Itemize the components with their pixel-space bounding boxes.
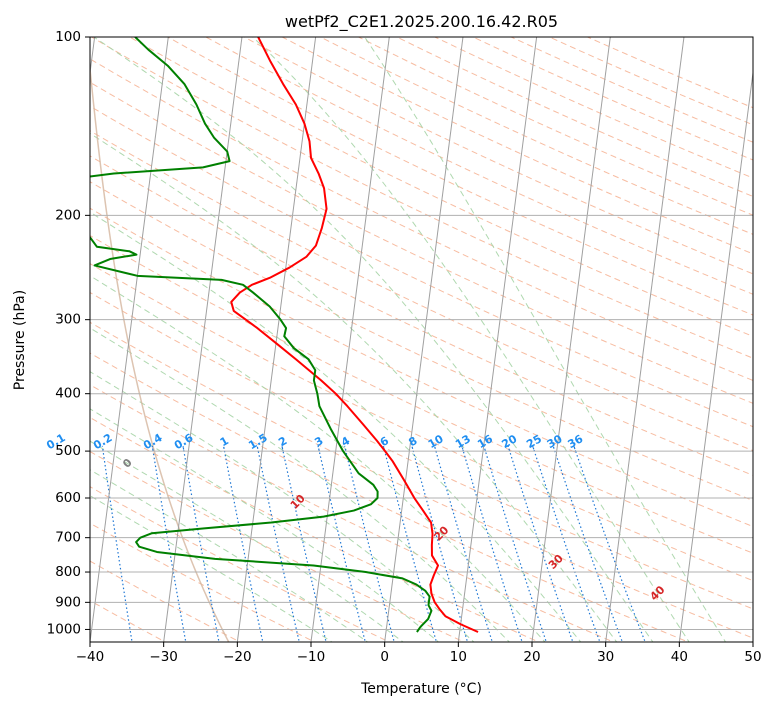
isotherm-line	[457, 37, 538, 642]
x-tick-label: −20	[223, 649, 252, 665]
moist-adiabat-line	[364, 37, 727, 642]
dry-adiabat-line	[90, 155, 753, 476]
dry-adiabat-line	[128, 37, 753, 337]
chart-title: wetPf2_C2E1.2025.200.16.42.R05	[285, 12, 558, 32]
plot-background	[90, 37, 753, 642]
series-layer	[90, 37, 479, 633]
isotherm-line	[236, 37, 317, 642]
y-tick-label: 300	[55, 312, 81, 328]
mixing-ratio-line	[281, 445, 327, 642]
y-axis-label: Pressure (hPa)	[12, 290, 28, 390]
isotherm-line	[90, 37, 169, 642]
y-tick-label: 600	[55, 490, 81, 506]
dewpoint-line	[90, 37, 433, 633]
isotherm-line	[531, 37, 611, 642]
moist-adiabat-line	[90, 408, 440, 642]
tick-layer: −40 −30 −20 −10 0 10 20 30 40 50 100 200 300 400 500 60…	[47, 29, 762, 665]
y-tick-label: 200	[55, 207, 81, 223]
dry-adiabat-line	[90, 384, 615, 642]
dry-adiabat-line	[90, 291, 753, 610]
temperature-line	[230, 37, 479, 633]
dry-adiabat-line	[204, 37, 753, 295]
x-axis-label: Temperature (°C)	[360, 681, 482, 697]
mixing-ratio-line	[151, 445, 187, 642]
mixing-ratio-line	[222, 445, 264, 642]
dry-adiabat-line	[90, 81, 753, 404]
x-tick-label: −10	[297, 649, 326, 665]
y-tick-label: 100	[55, 29, 81, 45]
mixing-ratio-line	[256, 445, 300, 642]
y-tick-label: 1000	[47, 621, 81, 637]
mixing-ratio-line	[101, 445, 133, 642]
mixing-ratio-line	[483, 445, 547, 642]
x-tick-label: 40	[671, 649, 688, 665]
isotherm-line	[163, 37, 243, 642]
x-tick-label: 30	[597, 649, 614, 665]
y-tick-label: 500	[55, 443, 81, 459]
x-tick-label: −30	[149, 649, 178, 665]
y-tick-label: 700	[55, 530, 81, 546]
mixing-ratio-line	[461, 445, 523, 642]
x-tick-label: 50	[744, 649, 761, 665]
dry-adiabat-line	[90, 234, 753, 554]
mixing-ratio-line	[382, 445, 438, 642]
dry-adiabat-line	[90, 37, 753, 359]
mixing-ratio-line	[317, 445, 366, 642]
x-tick-label: 0	[380, 649, 389, 665]
y-tick-label: 900	[55, 594, 81, 610]
mixing-ratio-line	[344, 445, 395, 642]
isotherm-line	[384, 37, 464, 642]
dry-adiabat-line	[90, 105, 753, 428]
isotherm-line	[605, 37, 685, 642]
plot-frame	[89, 36, 754, 643]
mixing-ratio-line	[182, 445, 220, 642]
x-tick-label: 10	[450, 649, 467, 665]
y-tick-label: 800	[55, 564, 81, 580]
isotherm-line	[310, 37, 390, 642]
x-tick-label: −40	[76, 649, 105, 665]
y-tick-label: 400	[55, 386, 81, 402]
moist-adiabat-line	[90, 275, 546, 642]
mixing-ratio-line	[507, 445, 574, 642]
x-tick-label: 20	[523, 649, 540, 665]
dry-adiabat-line	[90, 486, 391, 642]
isotherm-line	[678, 68, 753, 642]
dry-adiabat-line	[90, 352, 690, 642]
